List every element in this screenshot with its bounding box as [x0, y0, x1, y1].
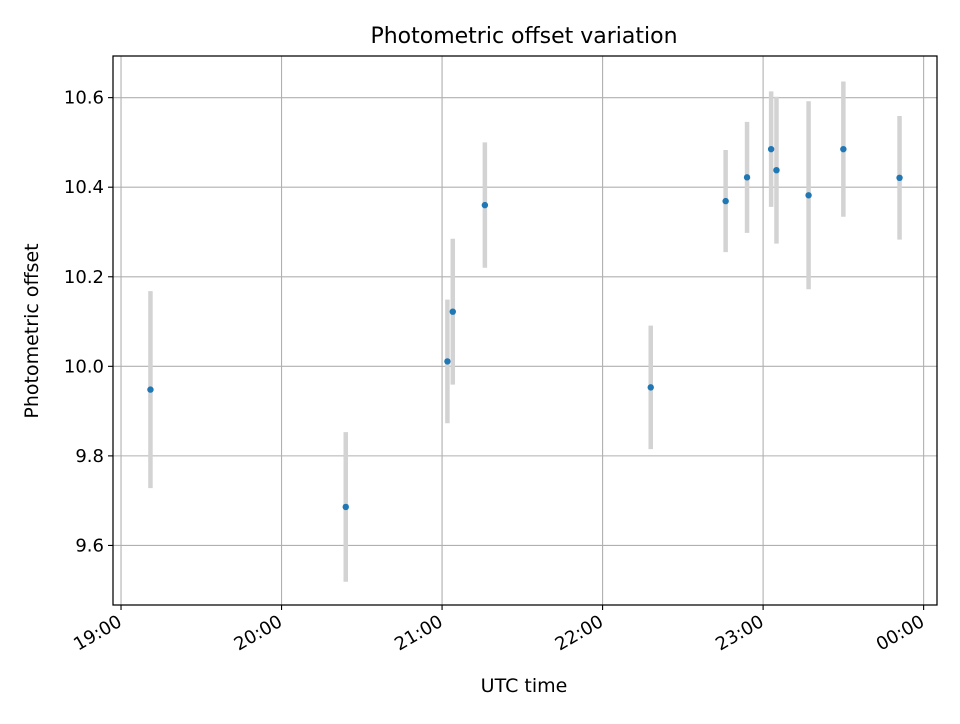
y-tick-label: 10.0 [64, 356, 104, 377]
y-tick-label: 10.4 [64, 177, 104, 198]
y-axis-ticks: 9.6 9.8 10.0 10.2 10.4 10.6 [64, 88, 113, 556]
data-points [147, 145, 903, 511]
x-tick-label: 20:00 [231, 611, 286, 655]
data-point [647, 384, 654, 391]
y-tick-label: 9.6 [75, 535, 104, 556]
y-tick-label: 10.6 [64, 88, 104, 109]
grid [113, 56, 937, 605]
x-tick-label: 23:00 [712, 611, 767, 655]
data-point [481, 201, 489, 209]
x-tick-label: 19:00 [70, 611, 125, 655]
data-point [449, 308, 456, 315]
data-point [444, 358, 451, 365]
y-tick-label: 10.2 [64, 267, 104, 288]
data-point [147, 386, 154, 393]
data-point [722, 197, 729, 205]
x-axis-label: UTC time [481, 675, 568, 697]
x-tick-label: 00:00 [873, 611, 928, 655]
data-point [342, 503, 349, 511]
y-axis-label: Photometric offset [21, 243, 43, 418]
chart-title: Photometric offset variation [370, 24, 677, 49]
data-point [805, 192, 812, 199]
data-point [773, 166, 780, 174]
plot-frame [112, 55, 938, 606]
data-point [767, 145, 775, 153]
data-point [840, 145, 847, 153]
data-point [896, 174, 903, 182]
x-tick-label: 21:00 [391, 611, 446, 655]
error-bars [148, 81, 902, 582]
x-axis-ticks: 19:00 20:00 21:00 22:00 23:00 00:00 [70, 605, 928, 655]
data-point [743, 174, 751, 181]
x-tick-label: 22:00 [552, 611, 607, 655]
y-tick-label: 9.8 [75, 446, 104, 467]
